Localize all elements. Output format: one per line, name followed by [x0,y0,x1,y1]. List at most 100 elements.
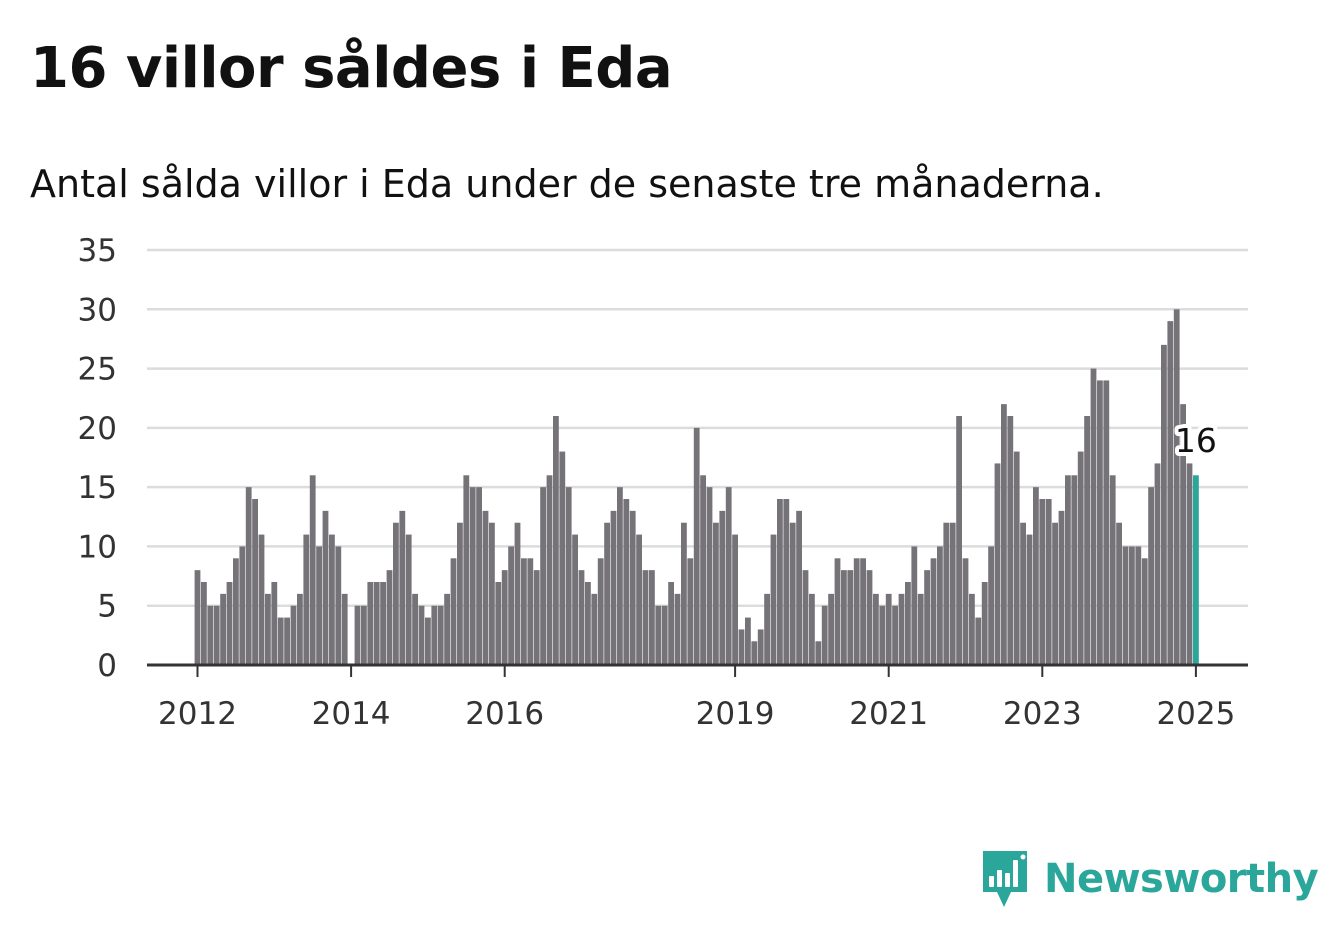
bar [489,522,495,665]
bar [975,617,982,665]
y-tick-label: 0 [97,648,117,684]
bar [354,605,361,665]
x-tick-label: 2012 [158,696,237,732]
bar [885,593,892,665]
bar [482,510,489,665]
bar [284,617,290,665]
bar [879,605,886,665]
bar [1173,309,1180,665]
bar [834,558,841,665]
bar [1045,499,1052,665]
bar [271,582,278,665]
bar [559,451,566,665]
bar [841,570,847,665]
bar [981,582,988,665]
y-tick-label: 15 [78,470,117,506]
bar [457,522,463,665]
bar [905,582,911,665]
y-tick-label: 10 [78,529,117,565]
bar [924,570,930,665]
bar [706,487,713,665]
bar [277,617,284,665]
bar [469,487,476,665]
bar [553,416,559,665]
bar [316,546,322,665]
bar [239,546,246,665]
bar [258,534,265,665]
bar [1013,451,1020,665]
bar [341,593,348,665]
bar [1026,534,1033,665]
bar [969,593,975,665]
bar [1186,463,1193,665]
bar [335,546,342,665]
bar [1129,546,1135,665]
bar [425,617,431,665]
bar [1007,416,1014,665]
bar [1135,546,1142,665]
bar [514,522,521,665]
y-tick-label: 25 [78,352,117,388]
bars [194,309,1199,665]
bar [911,546,918,665]
x-tick-label: 2023 [1003,696,1082,732]
bar [815,641,822,665]
bar [764,593,770,665]
bar [917,593,924,665]
bar [892,605,898,665]
bar [1065,475,1071,665]
bar [1090,368,1097,665]
bar [617,487,623,665]
bar [303,534,310,665]
bar [578,570,585,665]
bar [226,582,233,665]
bar [783,499,790,665]
bar [213,605,220,665]
bar [380,582,386,665]
bar [636,534,642,665]
bar [290,605,297,665]
bar [597,558,604,665]
bar [847,570,854,665]
bar [533,570,540,665]
bar [681,522,687,665]
bar [821,605,828,665]
brand-name: Newsworthy [1044,856,1319,902]
bar [431,605,438,665]
bar [1020,522,1026,665]
bar [418,605,425,665]
x-tick-label: 2016 [465,696,544,732]
bar [393,522,399,665]
bar [386,570,393,665]
bar [194,570,201,665]
chart-subtitle: Antal sålda villor i Eda under de senast… [30,162,1104,206]
bar [1103,380,1110,665]
bar [809,593,815,665]
bar [962,558,969,665]
bar [860,558,866,665]
bar [399,510,406,665]
bar [1084,416,1090,665]
bar [220,593,226,665]
bar [738,629,745,665]
bar [1122,546,1129,665]
data-label-last: 16 [1175,421,1217,460]
chart-title: 16 villor såldes i Eda [30,36,673,101]
bar [1077,451,1084,665]
bar [604,522,610,665]
bar [700,475,706,665]
x-tick-label: 2025 [1156,696,1235,732]
bar [367,582,374,665]
bar [1161,344,1167,665]
bar [802,570,809,665]
bar [405,534,412,665]
bar [1039,499,1046,665]
bar [1058,510,1065,665]
bar [1109,475,1116,665]
bar [245,487,252,665]
bar [1180,404,1186,665]
bar [713,522,719,665]
bar [322,510,329,665]
